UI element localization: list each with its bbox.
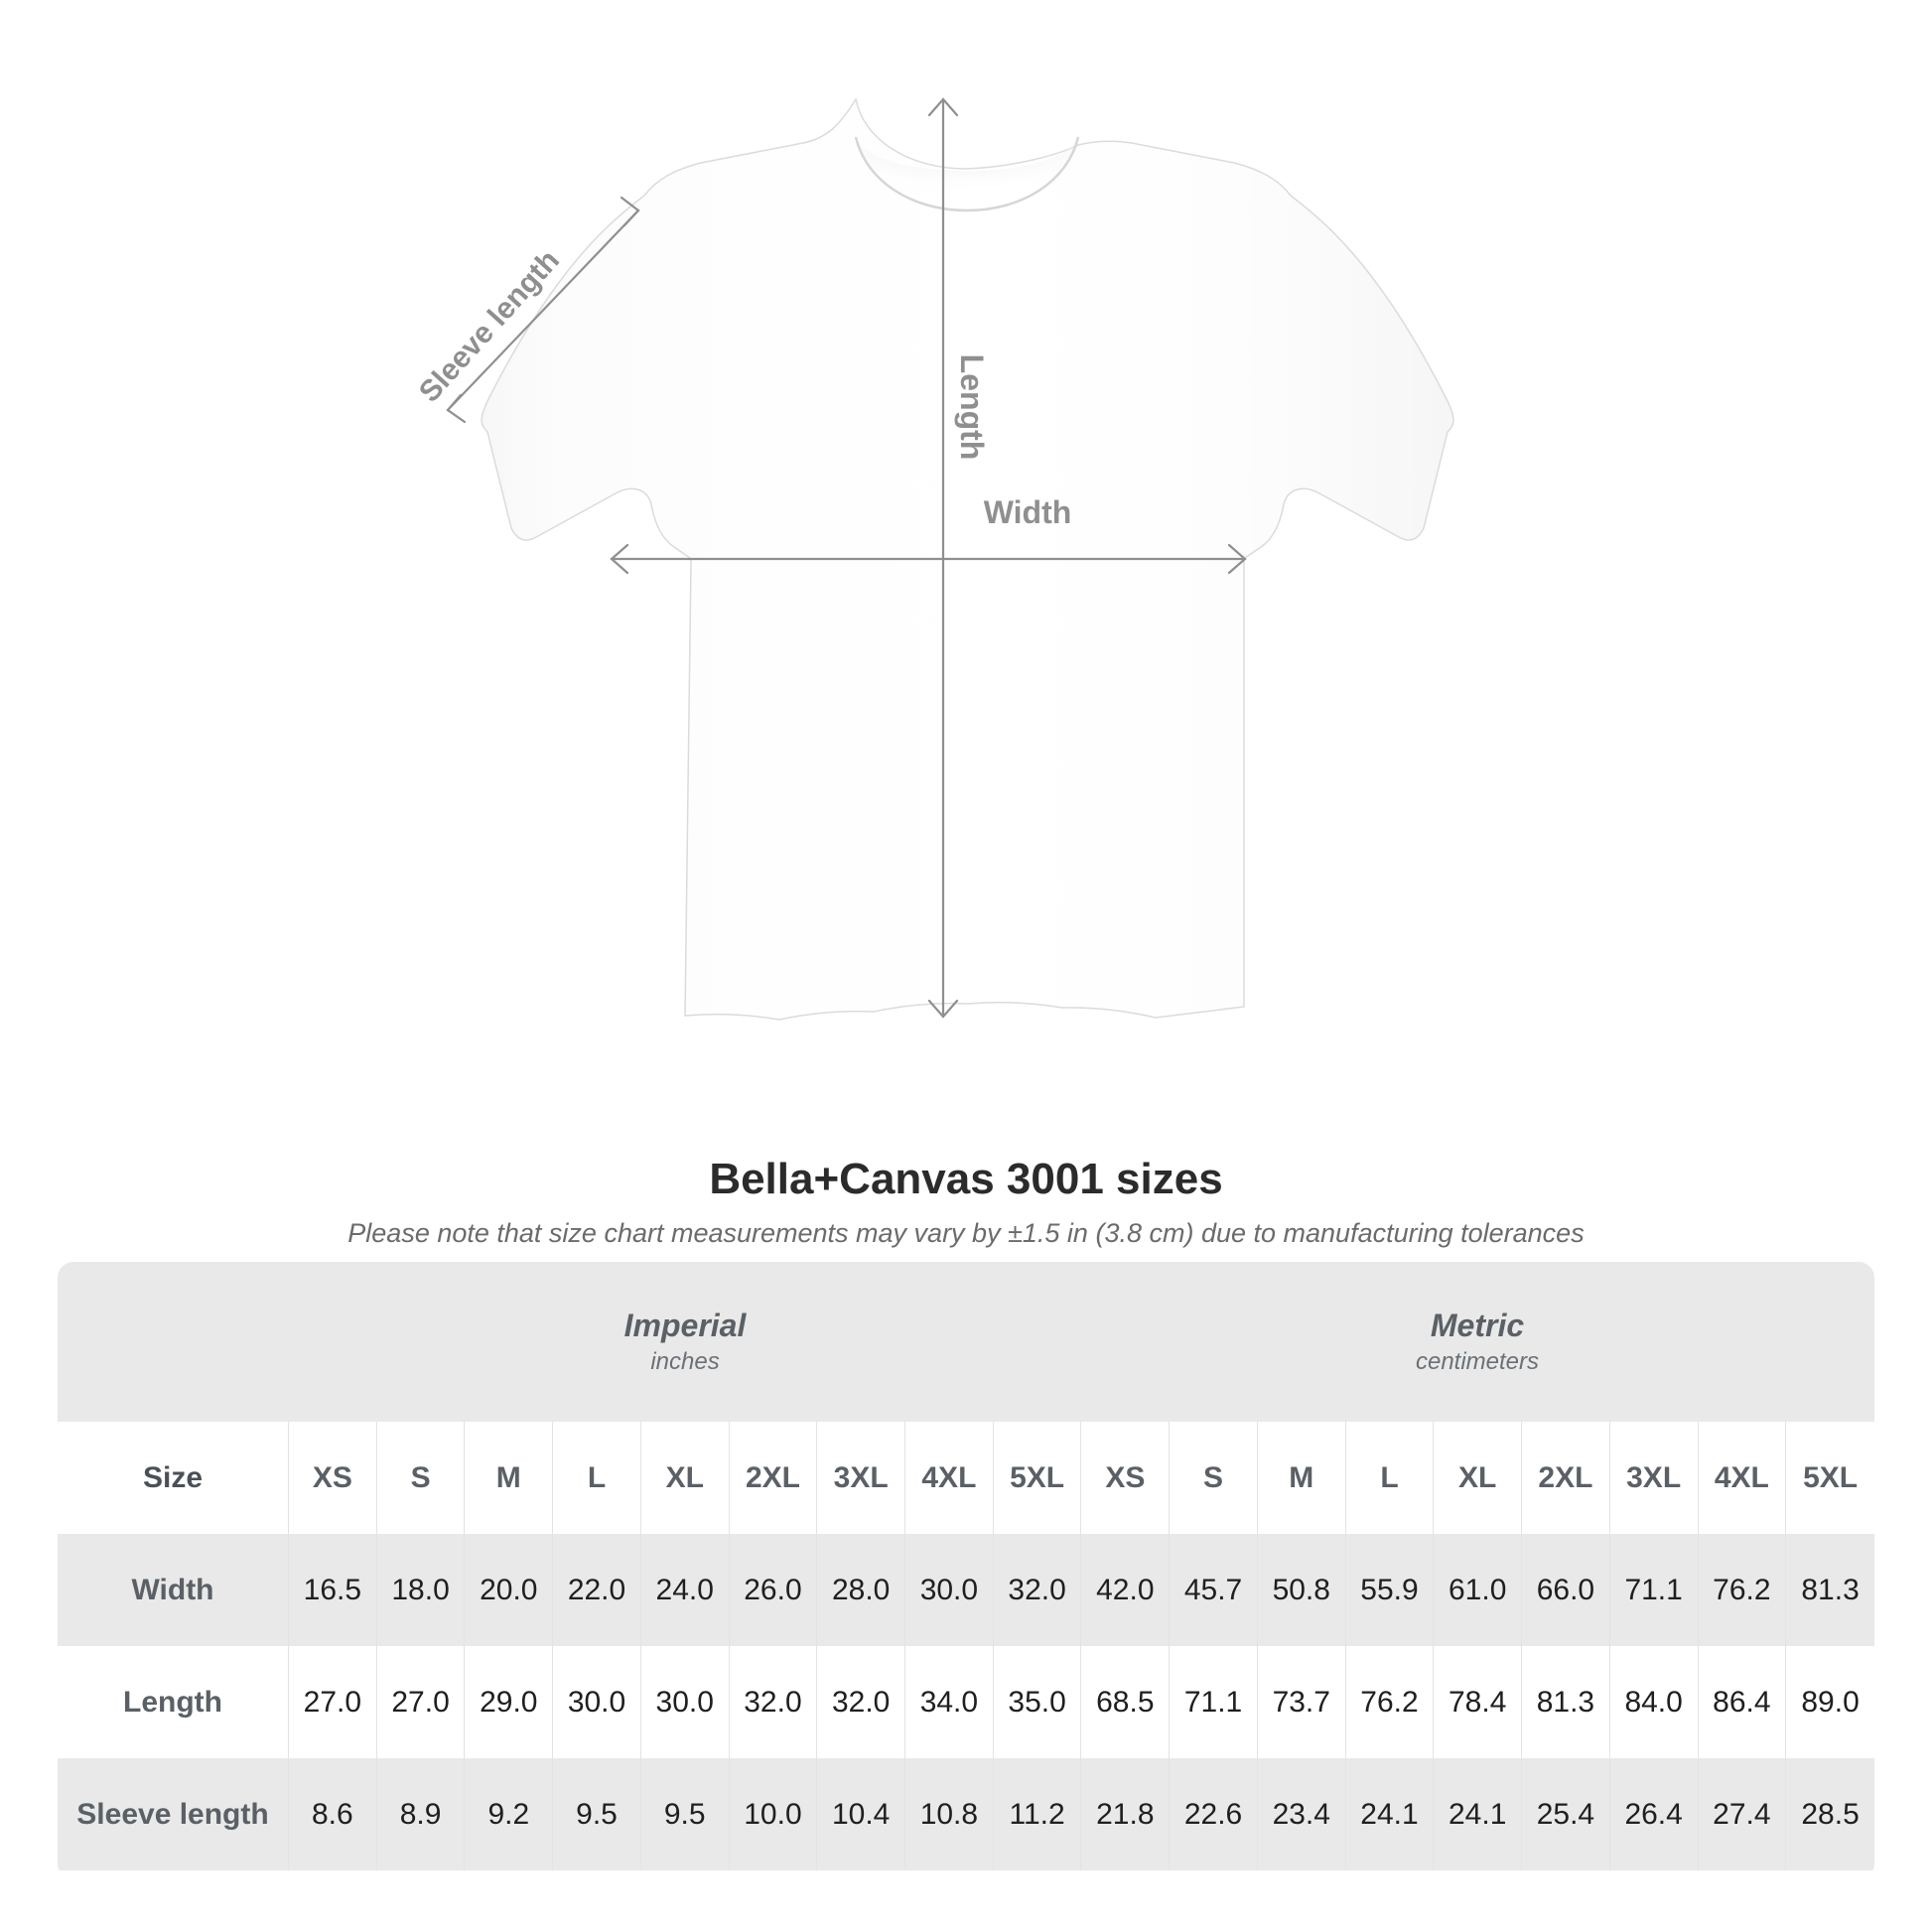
- svg-text:Length: Length: [954, 354, 990, 461]
- svg-text:Width: Width: [984, 494, 1072, 530]
